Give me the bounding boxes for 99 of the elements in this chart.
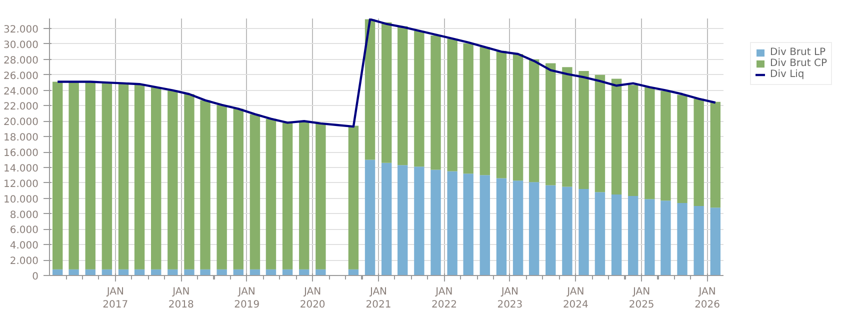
bar xyxy=(480,175,490,276)
bar xyxy=(512,54,524,181)
line-series xyxy=(56,18,716,128)
y-tick-label: 32.000 xyxy=(4,24,39,36)
bar xyxy=(266,118,276,270)
legend-label: Div Brut CP xyxy=(770,58,827,69)
bar xyxy=(200,100,210,270)
x-tick-label: JAN 2025 xyxy=(628,286,654,311)
bar xyxy=(611,194,622,276)
bar xyxy=(594,192,606,276)
bar xyxy=(480,47,490,176)
bar xyxy=(364,19,376,160)
x-tick-label: JAN 2017 xyxy=(102,286,128,311)
bar xyxy=(594,74,606,192)
x-tick-label: JAN 2023 xyxy=(497,286,523,311)
y-tick-label: 0 xyxy=(32,272,39,282)
bar xyxy=(512,180,524,276)
bar xyxy=(578,70,589,190)
x-tick-label: JAN 2022 xyxy=(431,286,457,311)
bar xyxy=(216,104,227,270)
y-tick-label: 4.000 xyxy=(10,240,39,252)
bar xyxy=(710,102,720,208)
bar xyxy=(52,82,63,270)
x-tick-label: JAN 2026 xyxy=(694,286,720,311)
bar xyxy=(694,98,704,206)
bar xyxy=(151,87,162,270)
x-tick-label: JAN 2021 xyxy=(366,286,392,311)
bar xyxy=(447,38,458,172)
bar xyxy=(611,78,622,194)
bar xyxy=(282,122,293,270)
bar xyxy=(68,82,79,270)
bar xyxy=(414,166,424,276)
bar xyxy=(677,202,688,276)
bar xyxy=(381,22,392,163)
y-tick-label: 6.000 xyxy=(10,225,39,236)
bar xyxy=(85,81,96,270)
bar xyxy=(644,87,655,200)
bar xyxy=(398,165,408,276)
bar xyxy=(168,90,178,270)
x-tick-label: JAN 2024 xyxy=(562,286,588,311)
bar xyxy=(381,162,392,276)
bar xyxy=(562,186,572,276)
bar xyxy=(398,26,408,166)
legend-label: Div Liq xyxy=(770,69,804,80)
bar xyxy=(348,126,359,270)
bar xyxy=(364,160,376,276)
bar xyxy=(660,91,671,201)
bar xyxy=(710,208,720,276)
bar xyxy=(102,82,112,270)
y-tick-label: 28.000 xyxy=(4,55,39,66)
bar xyxy=(660,200,671,276)
y-tick-label: 30.000 xyxy=(4,40,39,51)
bar xyxy=(216,269,227,276)
y-tick-label: 16.000 xyxy=(4,148,39,160)
bar xyxy=(546,185,556,276)
bar xyxy=(250,114,260,270)
bar xyxy=(414,30,424,167)
bar xyxy=(134,84,145,270)
bar xyxy=(496,50,507,178)
bar xyxy=(200,269,210,276)
bar xyxy=(430,35,441,170)
bar xyxy=(677,94,688,203)
bar xyxy=(118,83,129,270)
y-tick-label: 24.000 xyxy=(4,86,39,98)
y-tick-label: 18.000 xyxy=(4,132,39,144)
bar xyxy=(299,121,310,270)
bar xyxy=(562,67,572,187)
bar xyxy=(528,59,540,182)
bar xyxy=(628,84,638,196)
bar xyxy=(496,178,507,276)
y-tick-label: 20.000 xyxy=(4,117,39,128)
bar xyxy=(168,269,178,276)
bar xyxy=(694,206,704,276)
y-tick-label: 8.000 xyxy=(10,210,39,221)
bar xyxy=(644,199,655,276)
bar xyxy=(628,196,638,276)
y-tick-label: 14.000 xyxy=(4,163,39,174)
bar xyxy=(447,171,458,276)
x-tick-label: JAN 2020 xyxy=(300,286,326,311)
bar xyxy=(233,108,244,270)
bar xyxy=(184,94,194,270)
bar xyxy=(316,269,326,276)
bar xyxy=(463,174,474,276)
legend-label: Div Brut LP xyxy=(770,47,826,58)
y-tick-label: 2.000 xyxy=(10,256,39,268)
bar xyxy=(430,170,441,276)
bar xyxy=(546,63,556,186)
x-tick-label: JAN 2019 xyxy=(234,286,260,311)
x-tick-label: JAN 2018 xyxy=(168,286,194,311)
bar xyxy=(528,182,540,276)
y-tick-label: 26.000 xyxy=(4,70,39,82)
bar xyxy=(316,123,326,270)
bar xyxy=(463,43,474,174)
bar xyxy=(68,269,79,276)
y-tick-label: 12.000 xyxy=(4,178,39,190)
bar xyxy=(578,189,589,276)
y-tick-label: 22.000 xyxy=(4,102,39,113)
y-tick-label: 10.000 xyxy=(4,194,39,206)
bar xyxy=(184,269,194,276)
